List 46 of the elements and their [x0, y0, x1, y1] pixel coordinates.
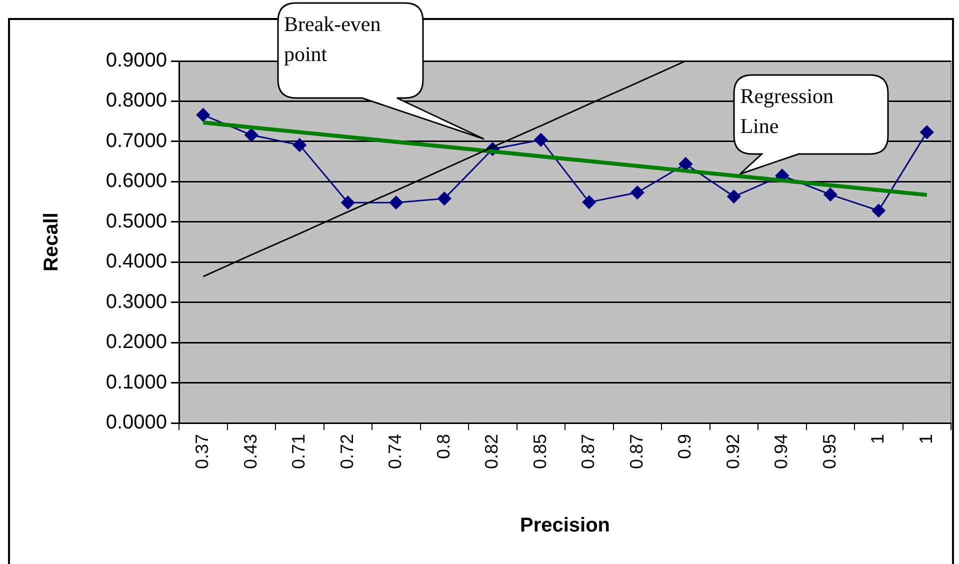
y-tick-label: 0.3000: [106, 290, 167, 313]
point: [872, 204, 886, 218]
y-tick-label: 0.2000: [106, 331, 167, 354]
x-tick-label: 0.74: [385, 434, 406, 470]
x-axis-title: Precision: [520, 514, 610, 537]
x-tick-label: 0.95: [819, 434, 840, 470]
y-tick-label: 0.8000: [106, 90, 167, 112]
annotation: Regression Line: [740, 82, 835, 140]
point: [341, 196, 355, 210]
point: [534, 133, 548, 147]
speech-bubble: Regression Line: [732, 72, 890, 176]
x-tick-label: 0.43: [240, 434, 260, 470]
point: [727, 190, 741, 204]
x-tick-label: 0.82: [482, 434, 502, 470]
point: [438, 192, 452, 206]
y-tick-label: 0.5000: [106, 210, 167, 232]
y-tick-label: 0.6000: [106, 170, 167, 192]
x-tick-label: 0.85: [530, 434, 550, 470]
point: [920, 125, 934, 139]
x-tick-label: 0.9: [674, 434, 695, 460]
x-tick-label: 0.71: [288, 434, 309, 470]
point: [582, 195, 596, 209]
annotation: Break-even point: [284, 10, 382, 68]
x-tick-label: 0.92: [722, 434, 743, 470]
x-tick-label: 0.8: [433, 434, 454, 460]
speech-bubble: Break-even point: [276, 0, 486, 141]
x-tick-label: 1: [868, 434, 888, 444]
y-tick-label: 0.1000: [106, 371, 167, 394]
point: [244, 128, 258, 142]
y-tick-label: 0.9000: [106, 50, 167, 72]
point: [292, 138, 306, 152]
point: [824, 188, 838, 202]
x-tick-label: 0.87: [578, 434, 598, 470]
x-tick-label: 0.87: [626, 434, 646, 470]
y-tick-label: 0.7000: [106, 130, 167, 152]
y-tick-label: 0.4000: [106, 250, 167, 273]
point: [196, 108, 210, 122]
x-tick-label: 0.72: [336, 434, 357, 470]
point: [678, 157, 692, 171]
point: [630, 186, 644, 200]
y-tick-label: 0.0000: [106, 412, 167, 434]
x-tick-label: 1: [916, 434, 936, 444]
point: [389, 196, 403, 210]
x-tick-label: 0.37: [192, 434, 212, 470]
x-tick-label: 0.94: [771, 434, 792, 470]
y-axis-title: Recall: [40, 212, 63, 272]
